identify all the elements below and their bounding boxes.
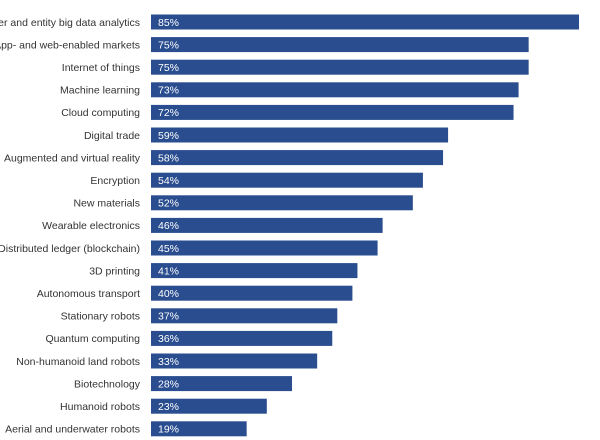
value-label-9: 46% — [158, 220, 179, 232]
bar-14 — [151, 330, 333, 346]
bar-8 — [151, 195, 413, 211]
category-labels-layer: User and entity big data analytics App- a… — [0, 17, 141, 436]
value-label-13: 37% — [158, 311, 179, 323]
bar-10 — [151, 240, 378, 256]
bar-13 — [151, 308, 338, 324]
value-label-2: 75% — [158, 62, 179, 74]
value-label-18: 19% — [158, 424, 179, 436]
value-label-15: 33% — [158, 356, 179, 368]
category-label-15: Non-humanoid land robots — [16, 356, 140, 368]
category-label-18: Aerial and underwater robots — [5, 424, 140, 436]
value-label-5: 59% — [158, 130, 179, 142]
bar-5 — [151, 127, 449, 143]
bar-9 — [151, 217, 383, 233]
category-label-1: App- and web-enabled markets — [0, 39, 140, 51]
bar-6 — [151, 150, 444, 166]
bar-4 — [151, 104, 514, 120]
category-label-16: Biotechnology — [74, 378, 141, 390]
bar-18 — [151, 421, 247, 437]
category-label-10: Distributed ledger (blockchain) — [0, 243, 140, 255]
category-label-9: Wearable electronics — [42, 220, 140, 232]
value-label-4: 72% — [158, 107, 179, 119]
bar-15 — [151, 353, 318, 369]
category-label-7: Encryption — [90, 175, 140, 187]
value-label-1: 75% — [158, 39, 179, 51]
category-label-4: Cloud computing — [61, 107, 140, 119]
bar-1 — [151, 37, 529, 53]
bar-17 — [151, 398, 267, 414]
category-label-0: User and entity big data analytics — [0, 17, 140, 29]
category-label-17: Humanoid robots — [60, 401, 140, 413]
category-label-6: Augmented and virtual reality — [4, 152, 141, 164]
value-label-7: 54% — [158, 175, 179, 187]
bar-12 — [151, 285, 353, 301]
bar-2 — [151, 59, 529, 75]
bars-layer — [151, 14, 579, 437]
category-label-2: Internet of things — [62, 62, 140, 74]
value-label-14: 36% — [158, 333, 179, 345]
value-labels-layer: 85% 75% 75% 73% 72% 59% 58% 54% 52% 46% 45% 41% 40% 3… — [158, 17, 179, 436]
value-label-10: 45% — [158, 243, 179, 255]
bar-3 — [151, 82, 519, 98]
bar-7 — [151, 172, 423, 188]
value-label-3: 73% — [158, 85, 179, 97]
value-label-8: 52% — [158, 198, 179, 210]
category-label-12: Autonomous transport — [37, 288, 140, 300]
category-label-5: Digital trade — [84, 130, 140, 142]
value-label-16: 28% — [158, 378, 179, 390]
bar-0 — [151, 14, 579, 30]
value-label-0: 85% — [158, 17, 179, 29]
category-label-11: 3D printing — [89, 265, 140, 277]
value-label-11: 41% — [158, 265, 179, 277]
value-label-12: 40% — [158, 288, 179, 300]
value-label-6: 58% — [158, 152, 179, 164]
bar-11 — [151, 263, 358, 279]
category-label-14: Quantum computing — [45, 333, 140, 345]
category-label-13: Stationary robots — [61, 311, 140, 323]
bar-16 — [151, 376, 292, 392]
category-label-3: Machine learning — [60, 85, 140, 97]
value-label-17: 23% — [158, 401, 179, 413]
category-label-8: New materials — [73, 198, 140, 210]
